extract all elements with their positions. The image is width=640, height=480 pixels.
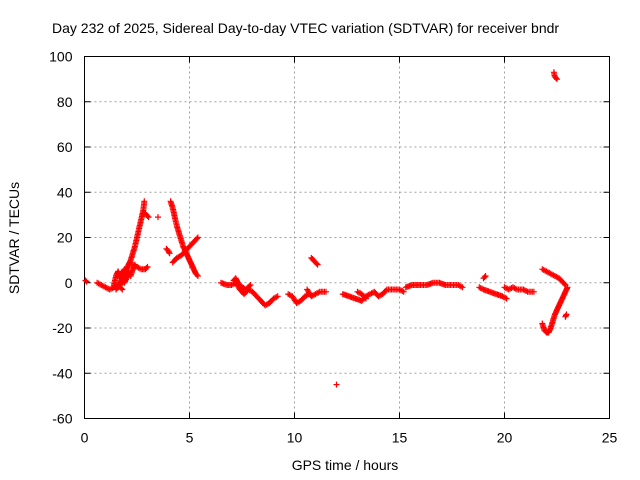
data-point	[361, 294, 368, 301]
data-point	[382, 287, 389, 294]
y-tick-label: 0	[65, 275, 73, 291]
y-axis-label: SDTVAR / TECUs	[6, 182, 22, 294]
data-point	[503, 295, 510, 302]
x-tick-label: 15	[392, 430, 408, 446]
data-point	[166, 250, 173, 257]
data-point	[119, 286, 126, 293]
data-point	[194, 273, 201, 279]
data-point	[82, 277, 89, 284]
x-tick-label: 10	[287, 430, 303, 446]
x-tick-label: 25	[602, 430, 618, 446]
data-point	[144, 213, 151, 219]
data-point	[512, 285, 519, 292]
data-point	[523, 288, 530, 294]
data-point	[193, 271, 200, 278]
y-tick-label: 20	[57, 230, 73, 246]
data-point	[482, 273, 489, 279]
data-point	[400, 288, 407, 295]
data-point	[274, 293, 281, 300]
data-point	[193, 235, 200, 242]
data-point	[247, 282, 254, 288]
data-point	[554, 76, 560, 83]
data-point	[564, 284, 571, 291]
y-tick-label: -40	[52, 365, 72, 381]
data-point	[561, 280, 568, 287]
x-tick-label: 20	[497, 430, 513, 446]
y-tick-label: -60	[52, 411, 72, 427]
data-point	[83, 278, 90, 285]
x-tick-label: 0	[81, 430, 89, 446]
data-point	[553, 75, 559, 81]
data-point	[143, 265, 150, 271]
x-axis-label: GPS time / hours	[292, 457, 399, 473]
data-point	[530, 288, 537, 295]
y-tick-label: 100	[49, 49, 73, 65]
data-point	[144, 263, 151, 270]
chart-title: Day 232 of 2025, Sidereal Day-to-day VTE…	[52, 20, 559, 36]
data-point	[563, 311, 570, 318]
data-points	[82, 69, 571, 388]
data-point	[145, 214, 152, 221]
y-tick-label: 40	[57, 184, 73, 200]
data-point	[333, 381, 340, 388]
data-point	[194, 234, 201, 241]
x-tick-label: 5	[186, 430, 194, 446]
data-point	[459, 284, 466, 291]
axis-ticks: -60 -40 -20 0 20 40 60 80 100 0 5 10 15 20 25	[49, 49, 617, 446]
data-point	[323, 288, 329, 295]
y-tick-label: 60	[57, 139, 73, 155]
data-point	[141, 198, 148, 205]
data-point	[314, 261, 321, 268]
data-point	[246, 283, 253, 290]
data-point	[155, 214, 161, 221]
y-tick-label: -20	[52, 320, 72, 336]
data-point	[313, 260, 320, 267]
grid-lines	[84, 56, 610, 419]
data-point	[481, 274, 488, 281]
data-point	[362, 295, 369, 302]
y-tick-label: 80	[57, 94, 73, 110]
